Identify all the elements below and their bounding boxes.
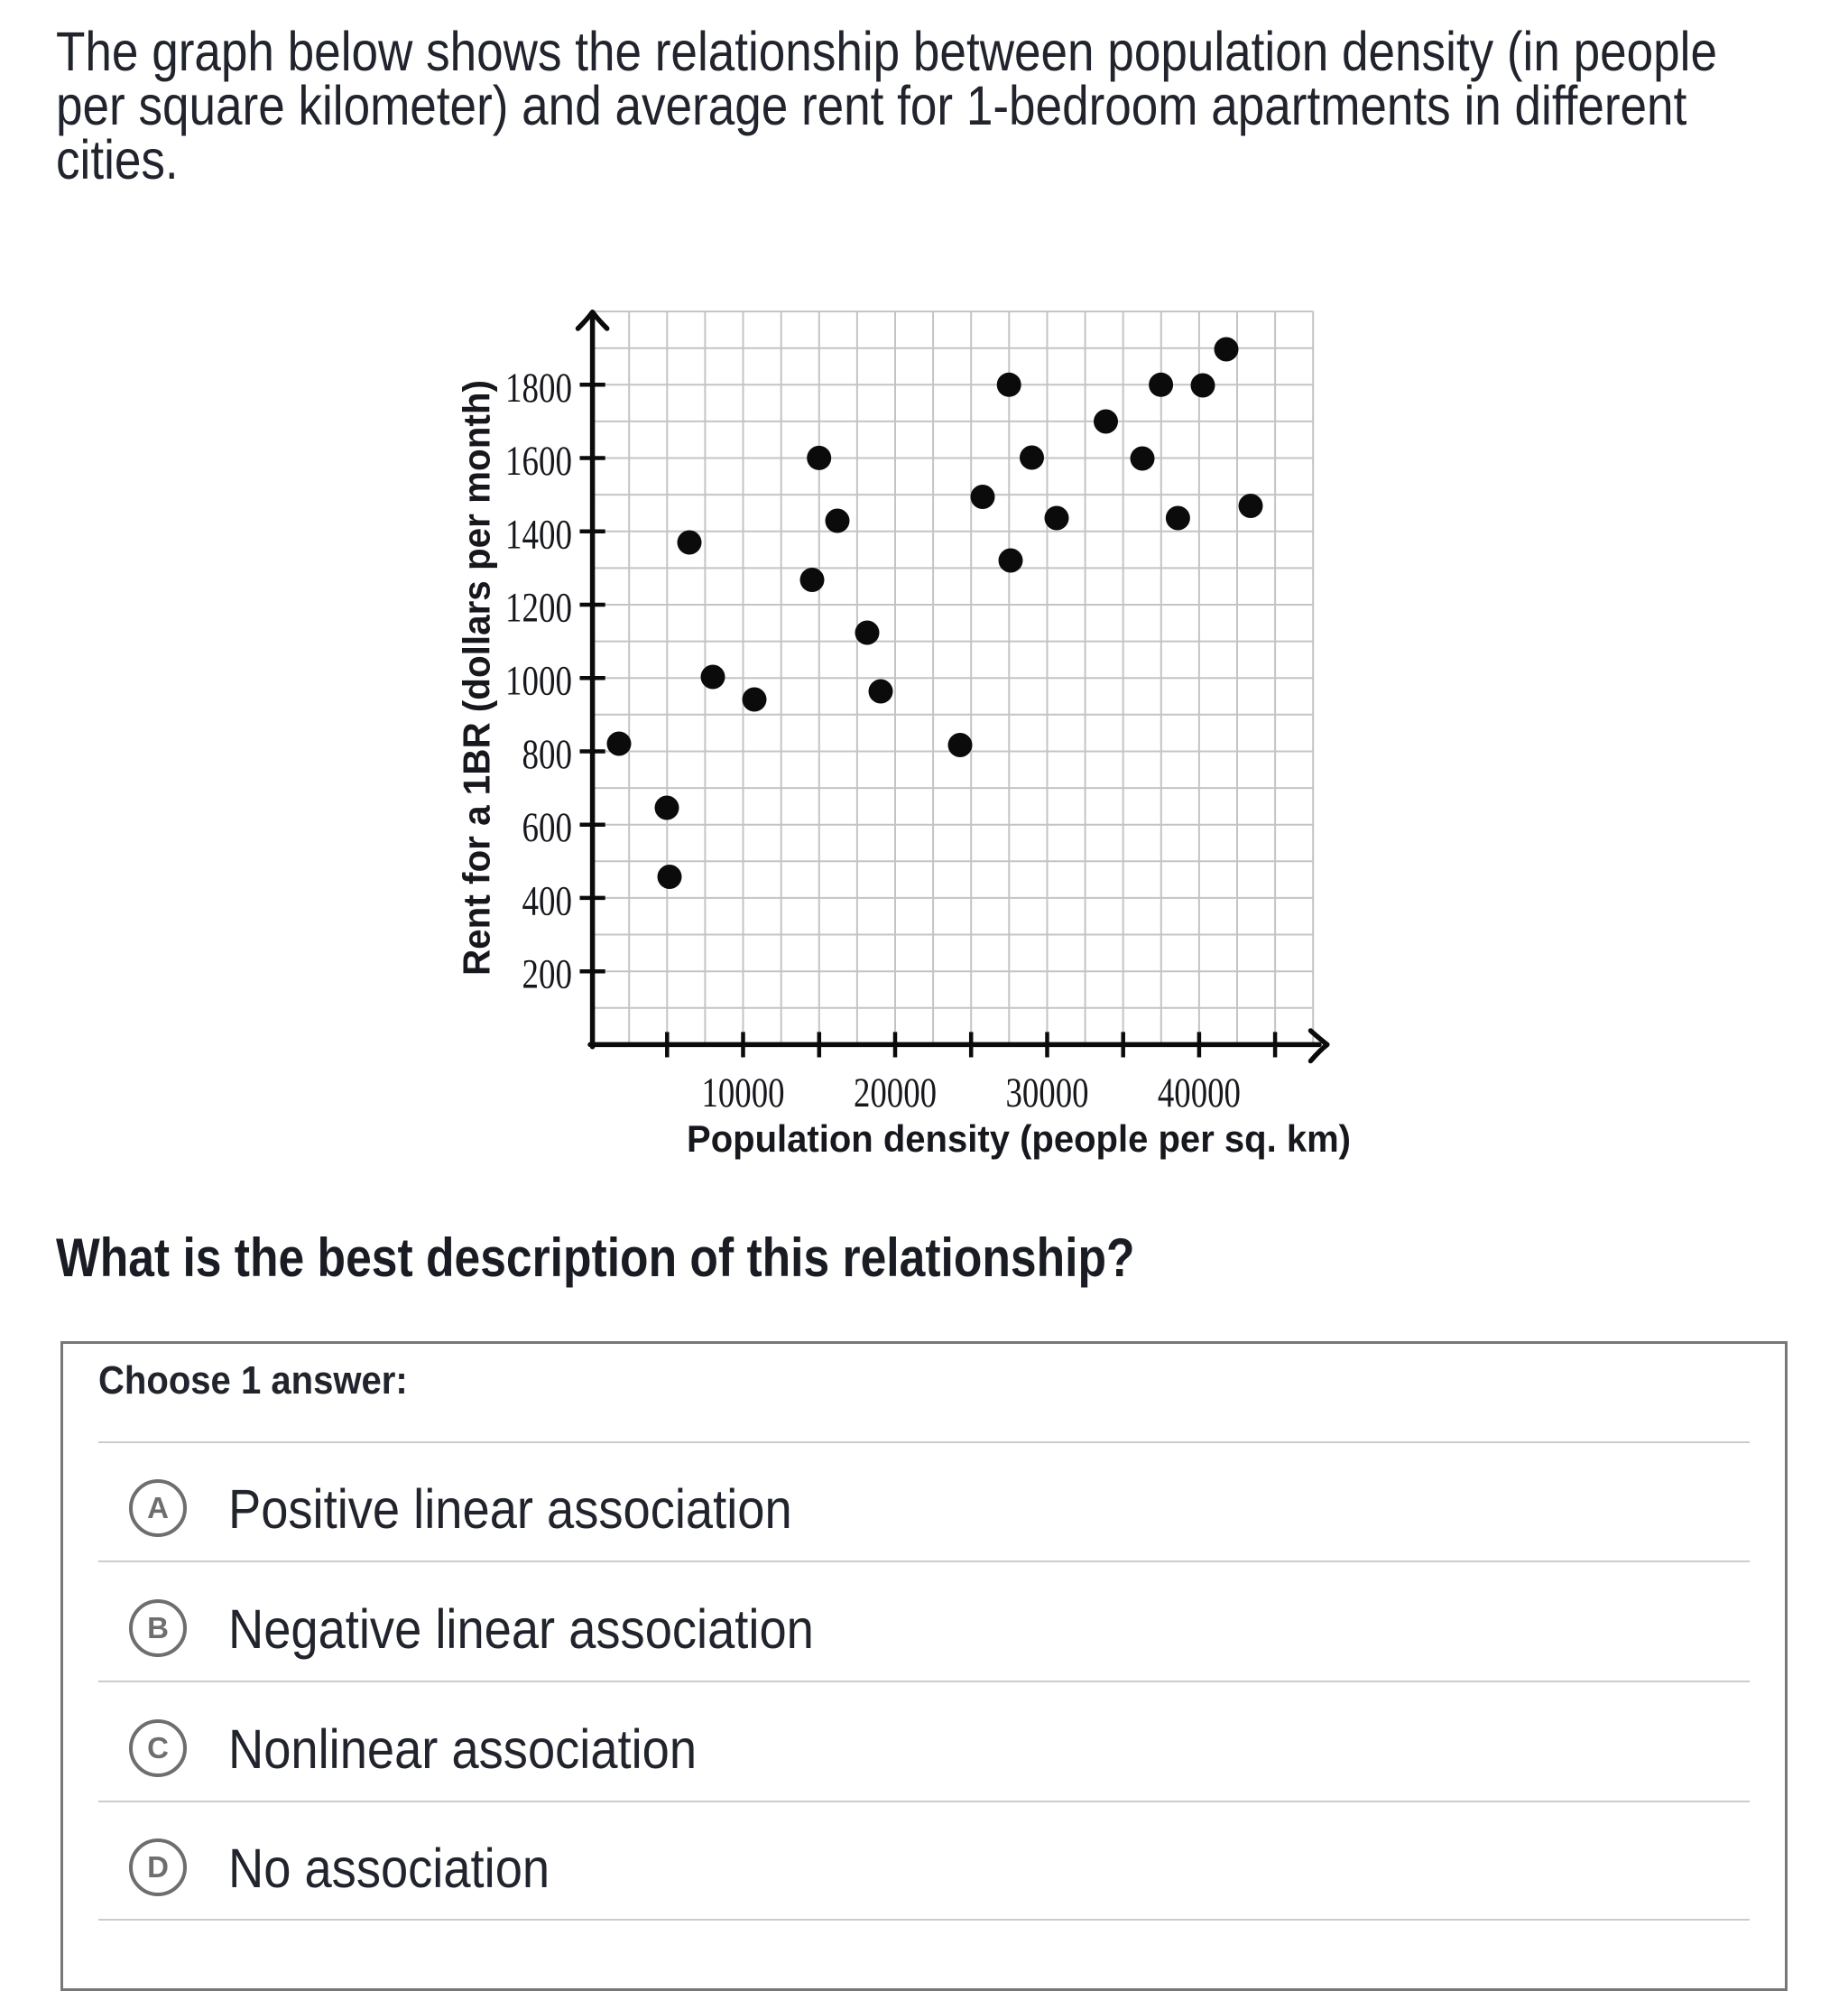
svg-text:20000: 20000 [854, 1070, 937, 1116]
svg-text:10000: 10000 [702, 1070, 785, 1116]
svg-text:1400: 1400 [505, 511, 572, 558]
svg-text:1200: 1200 [505, 585, 572, 632]
svg-text:800: 800 [522, 731, 573, 778]
svg-text:1800: 1800 [505, 365, 572, 412]
svg-text:30000: 30000 [1006, 1070, 1089, 1116]
svg-text:400: 400 [522, 877, 573, 924]
svg-text:1600: 1600 [505, 438, 572, 485]
svg-text:40000: 40000 [1158, 1070, 1241, 1116]
svg-text:Population density (people per: Population density (people per sq. km) [687, 1117, 1351, 1160]
svg-text:1000: 1000 [505, 658, 572, 705]
svg-text:600: 600 [522, 804, 573, 851]
svg-text:Rent for a 1BR (dollars per mo: Rent for a 1BR (dollars per month) [456, 380, 498, 976]
svg-text:200: 200 [522, 951, 573, 998]
